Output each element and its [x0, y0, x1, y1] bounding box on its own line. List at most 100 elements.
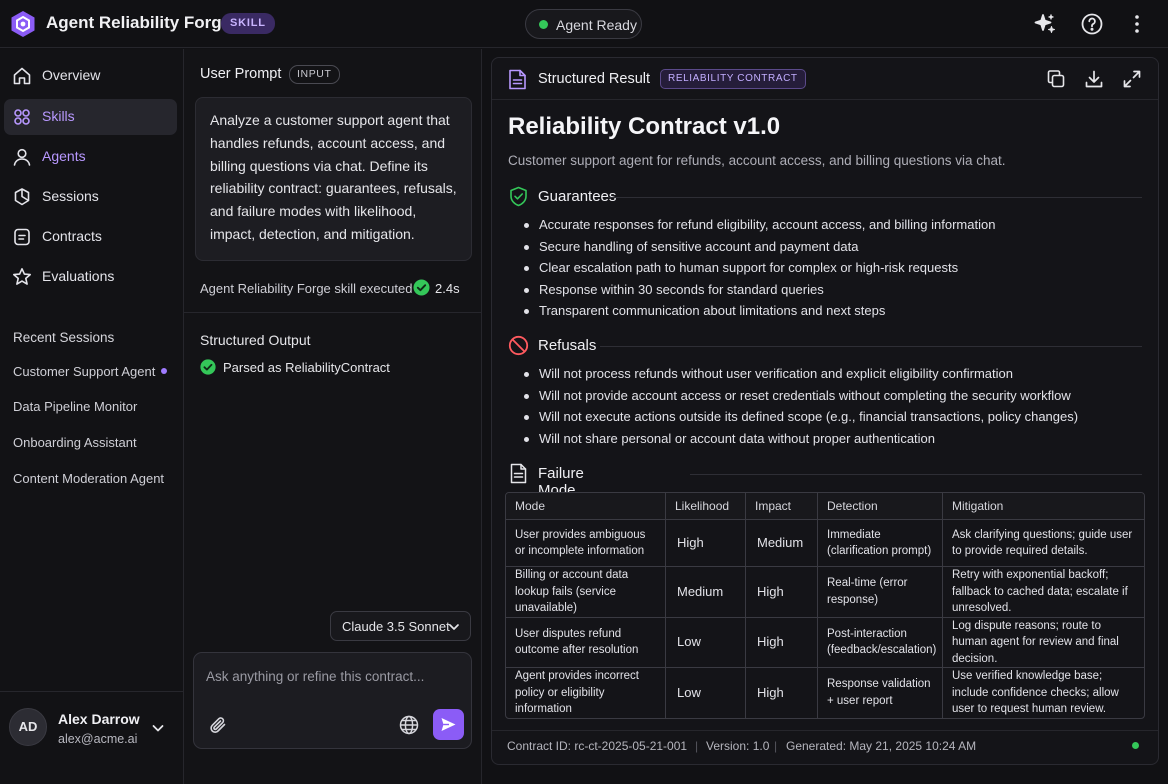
sidebar-item-overview[interactable]: Overview	[4, 58, 177, 94]
recent-sessions-title: Recent Sessions	[13, 330, 115, 345]
column-header: Mode	[506, 493, 666, 520]
user-prompt-text: Analyze a customer support agent that ha…	[195, 97, 472, 261]
sparkle-icon[interactable]	[1033, 12, 1057, 36]
mode-cell: User disputes refund outcome after resol…	[506, 617, 666, 668]
user-name: Alex Darrow	[58, 711, 140, 727]
user-email: alex@acme.ai	[58, 732, 138, 746]
model-select-value: Claude 3.5 Sonnet	[342, 619, 450, 634]
sidebar-item-agents[interactable]: Agents	[4, 139, 177, 175]
structured-result-title: Structured Result	[538, 71, 651, 87]
prompt-panel: User Prompt INPUT Analyze a customer sup…	[184, 49, 482, 784]
contract-title: Reliability Contract v1.0	[508, 113, 781, 140]
column-header: Mitigation	[943, 493, 1144, 520]
send-button[interactable]	[433, 709, 464, 740]
contract-version: Version: 1.0	[706, 739, 770, 753]
download-icon[interactable]	[1084, 69, 1104, 89]
refusals-title: Refusals	[538, 337, 597, 354]
user-prompt-title: User Prompt	[200, 66, 282, 82]
composer-input[interactable]	[206, 665, 461, 687]
column-header: Detection	[818, 493, 943, 520]
input-badge: INPUT	[289, 65, 340, 84]
sidebar-item-skills[interactable]: Skills	[4, 99, 177, 135]
chevron-down-icon	[447, 620, 461, 634]
recent-session-item[interactable]: Data Pipeline Monitor	[13, 399, 138, 414]
mode-cell: User provides ambiguous or incomplete in…	[506, 520, 666, 567]
contract-subtitle: Customer support agent for refunds, acco…	[508, 153, 1006, 168]
user-profile[interactable]: AD Alex Darrow alex@acme.ai	[0, 691, 183, 784]
refusal-item: Will not provide account access or reset…	[523, 385, 1078, 407]
sidebar-item-label: Skills	[42, 108, 75, 124]
guarantee-item: Secure handling of sensitive account and…	[523, 236, 995, 258]
check-circle-icon	[413, 279, 430, 296]
model-select[interactable]: Claude 3.5 Sonnet	[330, 611, 471, 641]
skill-badge: SKILL	[221, 13, 275, 34]
document-icon	[508, 69, 527, 90]
mode-cell: Agent provides incorrect policy or eligi…	[506, 668, 666, 718]
check-circle-icon	[200, 359, 216, 375]
section-divider	[600, 346, 1142, 347]
contract-icon	[12, 227, 32, 247]
guarantee-item: Accurate responses for refund eligibilit…	[523, 214, 995, 236]
agent-status-pill[interactable]: Agent Ready	[525, 9, 642, 39]
footer-separator: |	[695, 739, 699, 753]
footer-separator: |	[774, 739, 778, 753]
sessions-icon	[12, 187, 32, 207]
active-session-dot-icon	[161, 368, 167, 374]
column-header: Likelihood	[666, 493, 746, 520]
sidebar-item-contracts[interactable]: Contracts	[4, 219, 177, 255]
impact-cell: High	[746, 567, 818, 618]
generated-timestamp: Generated: May 21, 2025 10:24 AM	[786, 739, 977, 753]
mitigation-cell: Use verified knowledge base; include con…	[952, 670, 1119, 715]
section-divider	[608, 197, 1142, 198]
home-icon	[12, 66, 32, 86]
impact-cell: Medium	[746, 520, 818, 567]
mitigation-cell: Retry with exponential backoff; fallback…	[943, 567, 1144, 618]
impact-cell: High	[746, 617, 818, 668]
app-title: Agent Reliability Forge	[46, 13, 232, 32]
document-icon	[508, 463, 529, 484]
likelihood-cell: Medium	[666, 567, 746, 618]
divider	[184, 312, 482, 313]
recent-session-item[interactable]: Customer Support Agent	[13, 364, 156, 379]
table-row: Agent provides incorrect policy or eligi…	[506, 668, 1144, 718]
refusal-item: Will not share personal or account data …	[523, 428, 1078, 450]
sidebar-item-label: Overview	[42, 67, 101, 83]
recent-session-item[interactable]: Onboarding Assistant	[13, 435, 137, 450]
skill-executed-text: Agent Reliability Forge skill executed	[200, 281, 413, 296]
refusal-item: Will not process refunds without user ve…	[523, 363, 1078, 385]
status-dot-icon	[539, 20, 548, 29]
shield-check-icon	[508, 186, 529, 207]
avatar: AD	[9, 708, 47, 746]
mode-cell: Billing or account data lookup fails (se…	[506, 567, 666, 618]
guarantee-item: Transparent communication about limitati…	[523, 300, 995, 322]
result-header: Structured Result RELIABILITY CONTRACT	[492, 58, 1158, 100]
help-icon[interactable]	[1080, 12, 1104, 36]
reliability-contract-badge: RELIABILITY CONTRACT	[660, 69, 806, 89]
detection-cell: Immediate (clarification prompt)	[818, 520, 943, 567]
star-icon	[12, 267, 32, 287]
table-row: User provides ambiguous or incomplete in…	[506, 520, 1144, 567]
prohibited-icon	[508, 335, 529, 356]
recent-session-item[interactable]: Content Moderation Agent	[13, 471, 165, 486]
paperclip-icon[interactable]	[208, 715, 228, 735]
agent-status-text: Agent Ready	[556, 17, 637, 33]
sidebar-item-sessions[interactable]: Sessions	[4, 179, 177, 215]
refusals-list: Will not process refunds without user ve…	[523, 363, 1078, 449]
structured-result-panel: Structured Result RELIABILITY CONTRACT R…	[491, 57, 1159, 765]
top-bar: Agent Reliability Forge SKILL Agent Read…	[0, 0, 1168, 48]
user-icon	[12, 147, 32, 167]
impact-cell: High	[746, 668, 818, 718]
globe-icon[interactable]	[399, 715, 419, 735]
failure-mode-table: Mode Likelihood Impact Detection Mitigat…	[505, 492, 1145, 719]
copy-icon[interactable]	[1046, 69, 1066, 89]
likelihood-cell: Low	[666, 617, 746, 668]
sidebar-item-label: Contracts	[42, 228, 102, 244]
chevron-down-icon[interactable]	[150, 720, 166, 736]
expand-icon[interactable]	[1122, 69, 1142, 89]
guarantee-item: Clear escalation path to human support f…	[523, 257, 995, 279]
mitigation-cell: Ask clarifying questions; guide user to …	[943, 520, 1144, 567]
section-divider	[690, 474, 1142, 475]
structured-output-title: Structured Output	[200, 332, 311, 348]
sidebar-item-evaluations[interactable]: Evaluations	[4, 259, 177, 295]
more-vertical-icon[interactable]	[1125, 12, 1149, 36]
